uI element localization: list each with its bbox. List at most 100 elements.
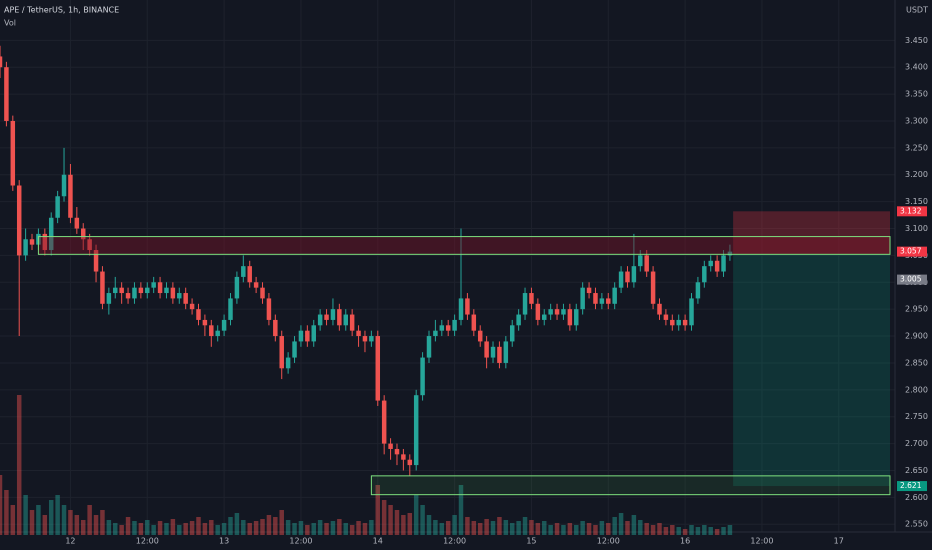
- volume-bar: [177, 525, 182, 535]
- x-tick-label: 13: [219, 537, 229, 546]
- candle-body: [4, 67, 9, 121]
- price-tag: [897, 206, 927, 217]
- volume-bar: [535, 523, 541, 535]
- candle-body: [138, 287, 144, 294]
- volume-bar: [221, 523, 227, 535]
- candle-body: [484, 341, 489, 358]
- y-tick-label: 3.250: [905, 143, 928, 152]
- candle-body: [516, 314, 521, 326]
- volume-bar: [266, 515, 272, 535]
- volume-bar: [337, 519, 342, 535]
- volume-bar: [145, 520, 150, 535]
- candle-body: [29, 239, 35, 245]
- candle-body: [260, 287, 265, 299]
- volume-bar: [74, 515, 80, 535]
- candle-body: [612, 287, 617, 304]
- volume-bar: [209, 520, 214, 535]
- volume-bar: [612, 517, 617, 535]
- volume-bar: [670, 525, 675, 535]
- y-axis-label: USDT: [906, 6, 928, 15]
- candle-body: [657, 303, 662, 315]
- candle-body: [157, 282, 163, 294]
- candle-body: [574, 309, 579, 326]
- candle-body: [324, 314, 329, 320]
- volume-bar: [657, 523, 662, 535]
- volume-bar: [420, 505, 425, 535]
- candle-body: [593, 293, 598, 304]
- candle-body: [631, 266, 637, 283]
- volume-bar: [164, 523, 169, 535]
- candle-body: [164, 287, 169, 294]
- x-tick-label: 16: [680, 537, 690, 546]
- candle-body: [433, 330, 438, 337]
- candle-body: [407, 459, 413, 466]
- candle-body: [247, 266, 252, 283]
- candle-body: [362, 336, 368, 342]
- candle-body: [695, 282, 701, 299]
- candle-body: [542, 314, 547, 320]
- volume-bar: [676, 527, 681, 535]
- volume-bar: [625, 521, 630, 535]
- candle-body: [343, 314, 348, 326]
- volume-bar: [29, 510, 35, 535]
- candle-body: [183, 293, 188, 304]
- candle-body: [55, 196, 60, 218]
- candle-body: [311, 325, 316, 342]
- candle-body: [670, 319, 675, 326]
- volume-bar: [80, 520, 86, 535]
- volume-bar: [260, 519, 265, 535]
- volume-bar: [394, 510, 400, 535]
- volume-bar: [119, 525, 124, 535]
- volume-bar: [241, 520, 246, 535]
- candle-body: [529, 293, 534, 304]
- candle-body: [503, 341, 509, 363]
- volume-bar: [317, 520, 323, 535]
- volume-bar: [663, 527, 669, 535]
- volume-bar: [452, 515, 457, 535]
- price-tag-label: 3.057: [900, 247, 922, 256]
- volume-bar: [644, 523, 649, 535]
- x-tick-label: 14: [373, 537, 383, 546]
- volume-bar: [484, 519, 489, 535]
- y-tick-label: 3.300: [905, 116, 928, 125]
- volume-bar: [151, 525, 156, 535]
- volume-bar: [55, 495, 60, 535]
- volume-bar: [497, 517, 502, 535]
- volume-bar: [68, 510, 73, 535]
- volume-bar: [426, 515, 432, 535]
- candle-body: [330, 309, 336, 320]
- candle-body: [625, 271, 630, 283]
- volume-bar: [631, 515, 637, 535]
- candle-body: [74, 217, 80, 229]
- volume-bar: [682, 529, 688, 535]
- candle-body: [10, 120, 16, 186]
- volume-bar: [189, 521, 195, 535]
- candle-body: [445, 325, 451, 331]
- candle-body: [477, 330, 483, 342]
- candle-body: [490, 346, 496, 358]
- candle-body: [561, 309, 566, 315]
- candle-body: [548, 309, 553, 315]
- volume-bar: [196, 517, 201, 535]
- volume-bar: [305, 525, 310, 535]
- y-tick-label: 2.950: [905, 305, 928, 314]
- volume-bar: [593, 525, 598, 535]
- x-tick-label: 12: [65, 537, 75, 546]
- candle-body: [80, 228, 86, 240]
- volume-bar: [330, 521, 336, 535]
- volume-bar: [273, 517, 278, 535]
- volume-bar: [554, 523, 560, 535]
- volume-bar: [292, 523, 297, 535]
- volume-bar: [471, 521, 477, 535]
- price-tag-label: 3.005: [900, 275, 922, 284]
- volume-bar: [285, 520, 291, 535]
- candle-body: [125, 293, 131, 299]
- candle-body: [48, 217, 54, 251]
- y-tick-label: 2.750: [905, 412, 928, 421]
- y-tick-label: 2.650: [905, 466, 928, 475]
- volume-bar: [708, 527, 713, 535]
- volume-bar: [324, 523, 329, 535]
- volume-label: Vol: [4, 19, 16, 28]
- candle-body: [676, 319, 681, 326]
